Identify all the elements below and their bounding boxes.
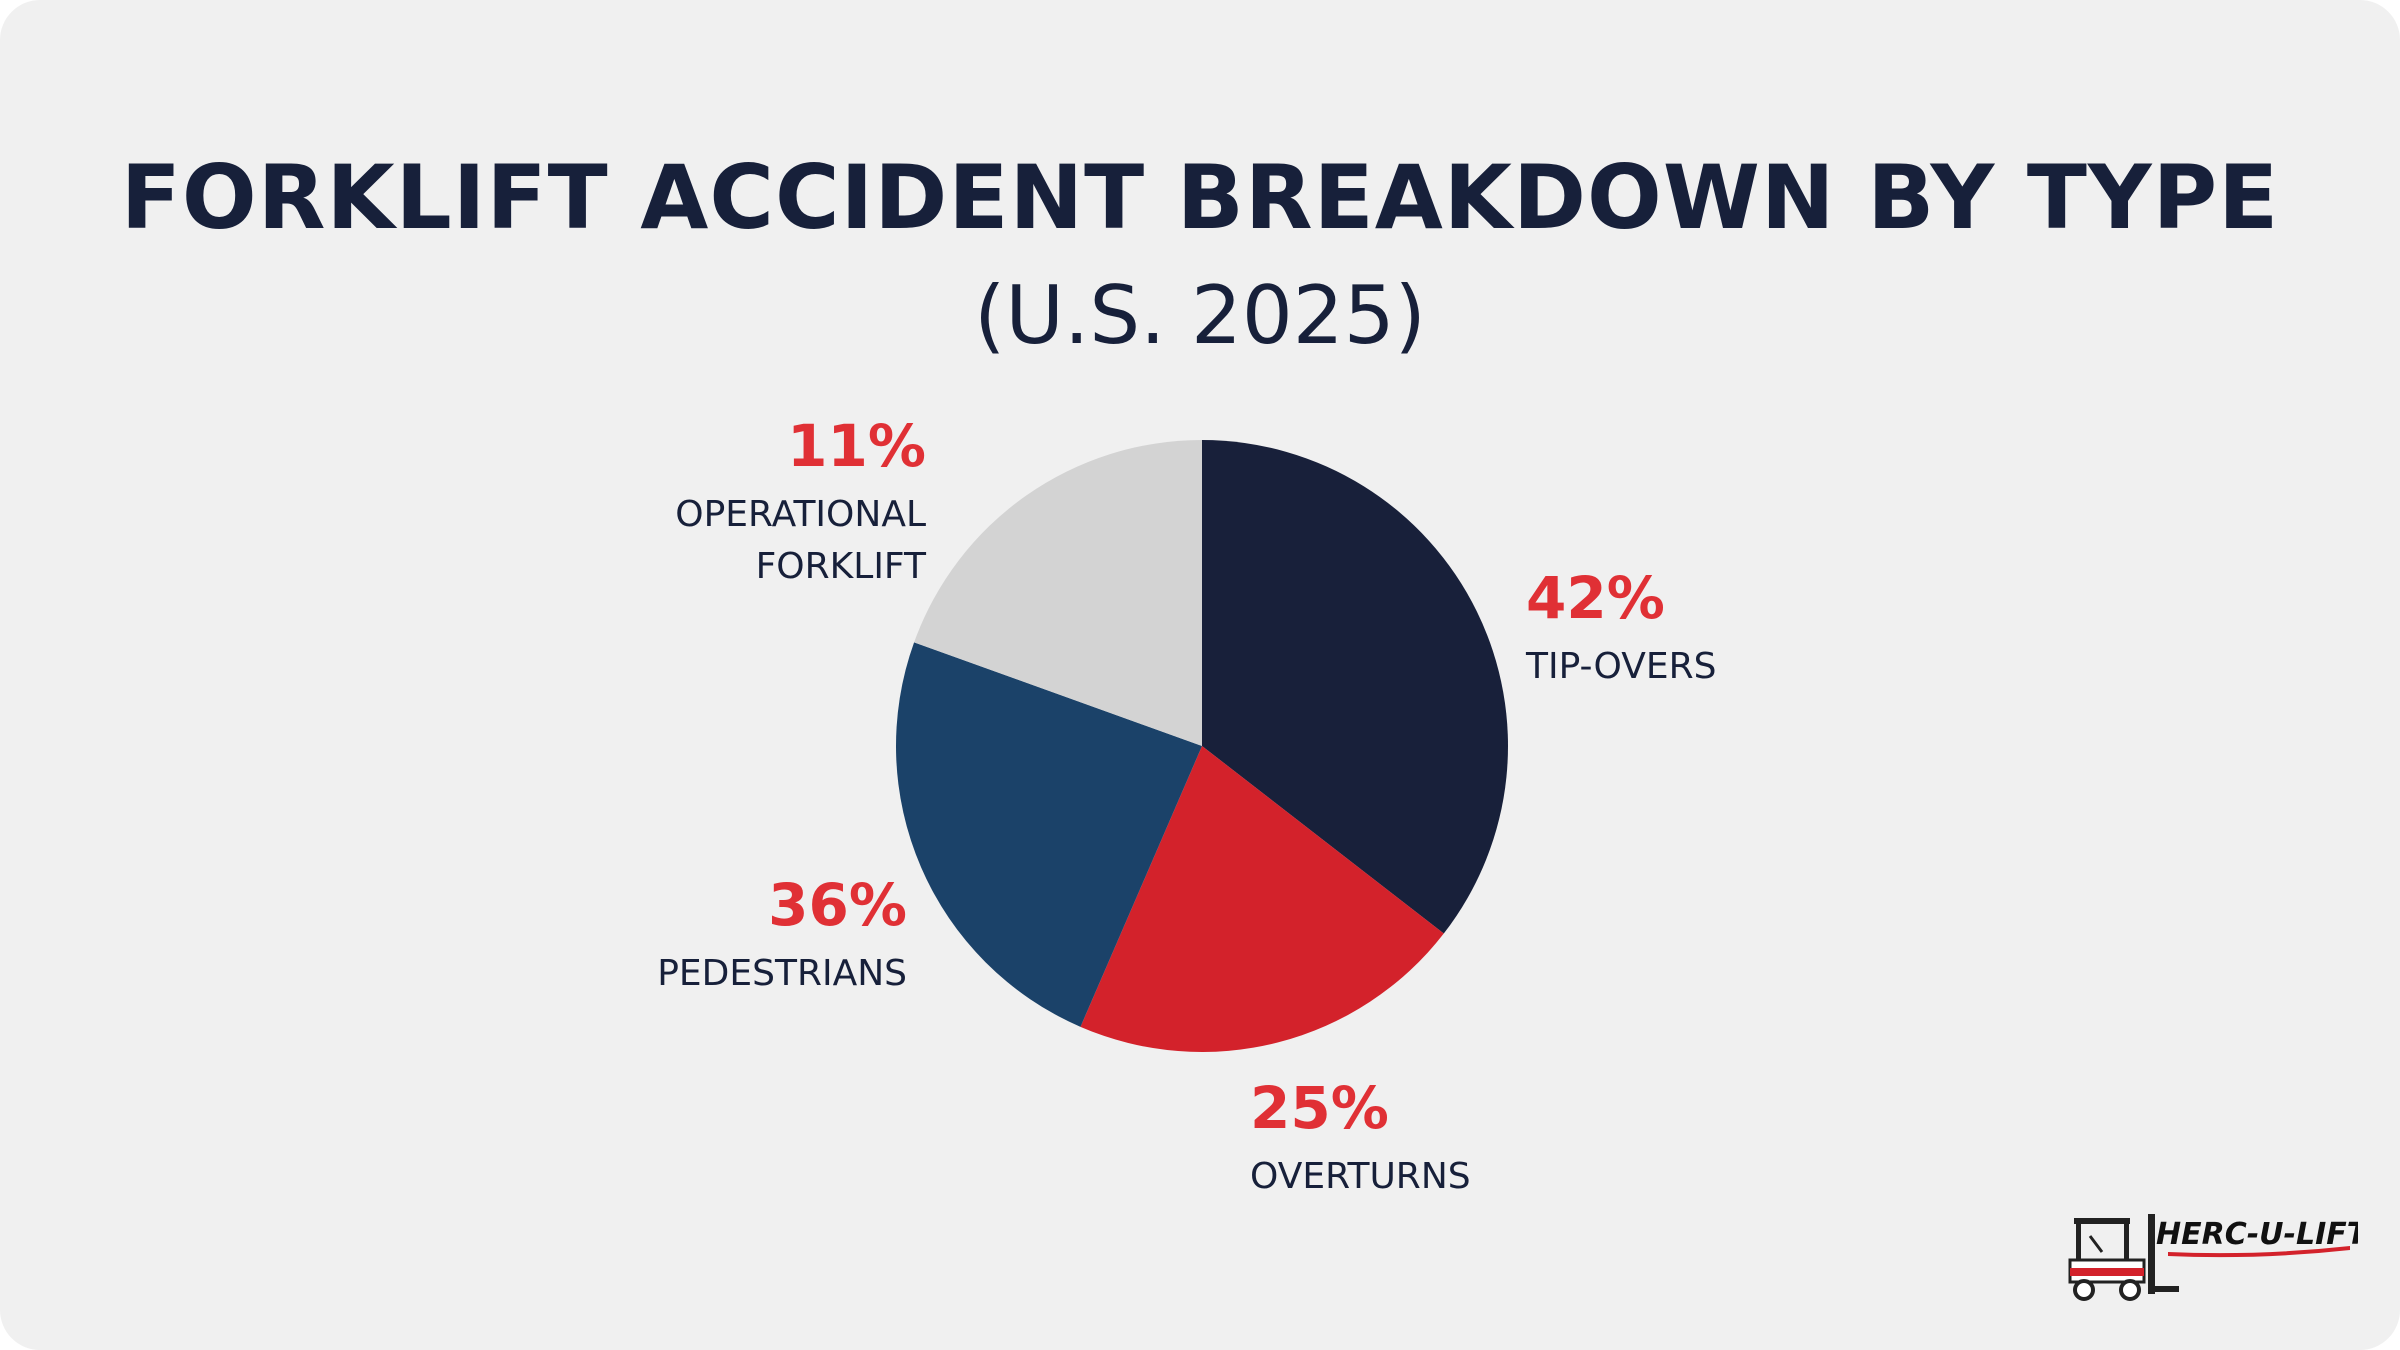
logo-wordmark: HERC-U-LIFT — [2156, 1217, 2358, 1252]
slice-label-overturns: OVERTURNS — [1250, 1156, 1471, 1197]
slice-value-tip-overs: 42% — [1526, 564, 1665, 632]
slice-label-operational-forklift: OPERATIONAL — [675, 494, 926, 535]
slice-value-pedestrians: 36% — [768, 871, 907, 939]
pie-slice-overturns — [1080, 746, 1444, 1052]
slice-labels: 42% TIP-OVERS 25% OVERTURNS 36% PEDESTRIANS 11… — [657, 412, 1716, 1197]
slice-label-operational-forklift: FORKLIFT — [756, 546, 927, 587]
chart-title: FORKLIFT ACCIDENT BREAKDOWN BY TYPE — [120, 146, 2280, 249]
pie-slices — [896, 440, 1509, 1052]
slice-value-operational-forklift: 11% — [787, 412, 926, 480]
forklift-icon — [2068, 1214, 2179, 1301]
herc-u-lift-logo: HERC-U-LIFT — [2068, 1214, 2358, 1301]
chart-subtitle: (U.S. 2025) — [974, 269, 1426, 362]
slice-value-overturns: 25% — [1250, 1074, 1389, 1142]
pie-slice-pedestrians — [896, 642, 1202, 1027]
logo-swoosh — [2168, 1246, 2350, 1258]
slice-label-tip-overs: TIP-OVERS — [1525, 646, 1716, 687]
slice-label-pedestrians: PEDESTRIANS — [657, 953, 907, 994]
pie-slice-operational-forklift — [914, 440, 1202, 746]
pie-slice-tip-overs — [1202, 440, 1509, 934]
